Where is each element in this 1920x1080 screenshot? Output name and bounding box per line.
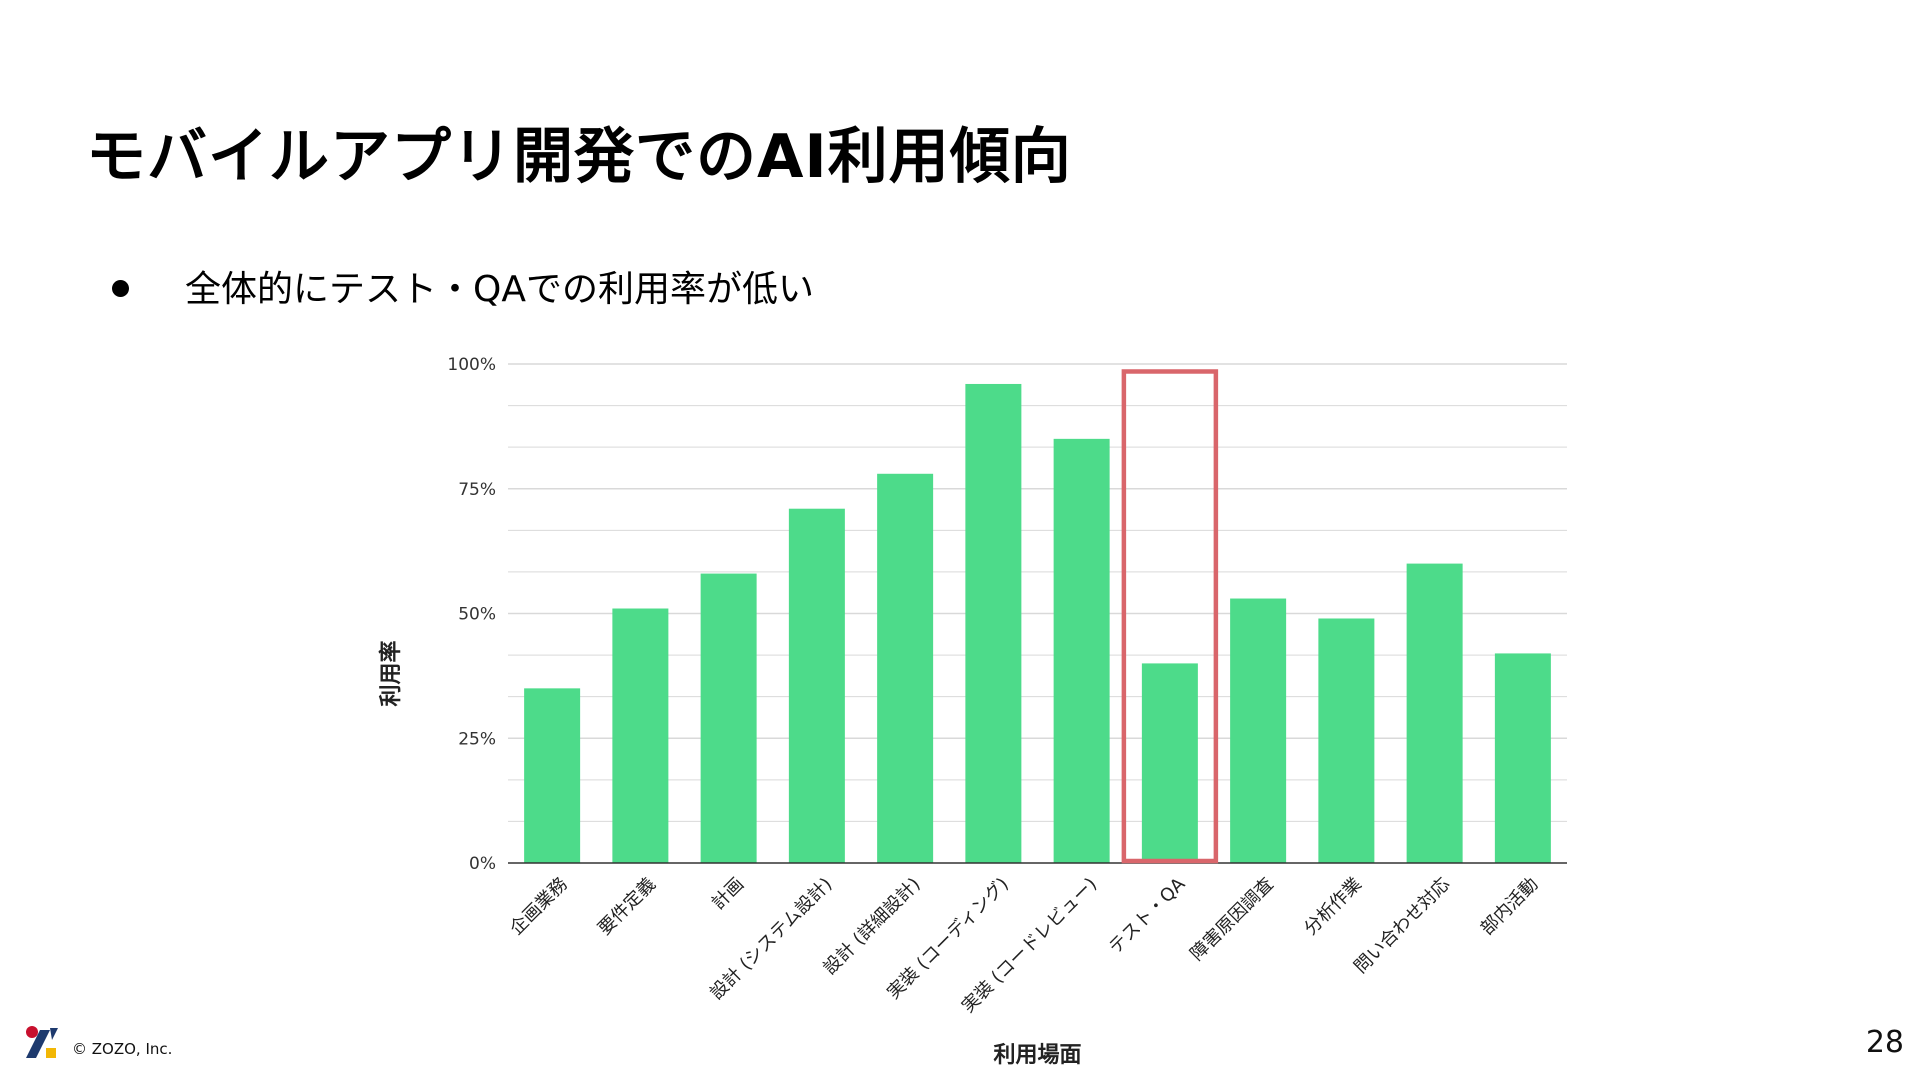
bullet-text: 全体的にテスト・QAでの利用率が低い	[185, 269, 814, 310]
y-tick-label: 100%	[447, 355, 496, 375]
bar-2	[612, 608, 669, 863]
x-axis-title: 利用場面	[993, 1043, 1081, 1068]
x-tick-label: 部内活動	[1477, 874, 1543, 940]
bullet-dot-icon	[112, 279, 129, 297]
x-tick-label: 障害原因調査	[1186, 874, 1277, 965]
x-tick-label: 企画業務	[506, 874, 572, 940]
slide-title: モバイルアプリ開発でのAI利用傾向	[86, 122, 1072, 192]
bullet-item: 全体的にテスト・QAでの利用率が低い	[112, 260, 814, 312]
y-tick-label: 25%	[458, 729, 496, 749]
footer-copyright: © ZOZO, Inc.	[72, 1040, 173, 1058]
bar-1	[524, 688, 581, 863]
bar-6	[965, 383, 1022, 863]
bar-5	[877, 473, 934, 863]
y-tick-label: 0%	[469, 854, 496, 874]
bar-8	[1141, 663, 1198, 863]
highlight-box	[1121, 369, 1219, 864]
bar-10	[1318, 618, 1375, 863]
x-tick-label: 要件定義	[594, 874, 660, 940]
bar-12	[1494, 653, 1551, 863]
bar-3	[700, 573, 757, 863]
bar-11	[1406, 563, 1463, 863]
bar-7	[1053, 438, 1110, 863]
x-tick-label: 問い合わせ対応	[1350, 874, 1454, 978]
page-number: 28	[1865, 1025, 1904, 1060]
y-tick-label: 75%	[458, 480, 496, 500]
x-tick-label: 計画	[708, 874, 748, 914]
x-tick-label: テスト・QA	[1105, 873, 1190, 958]
bar-4	[788, 508, 845, 863]
bar-9	[1230, 598, 1287, 863]
zozo-logo-icon	[26, 1026, 58, 1058]
y-tick-label: 50%	[458, 605, 496, 625]
y-axis-title: 利用率	[378, 640, 404, 706]
x-tick-label: 分析作業	[1300, 874, 1366, 940]
